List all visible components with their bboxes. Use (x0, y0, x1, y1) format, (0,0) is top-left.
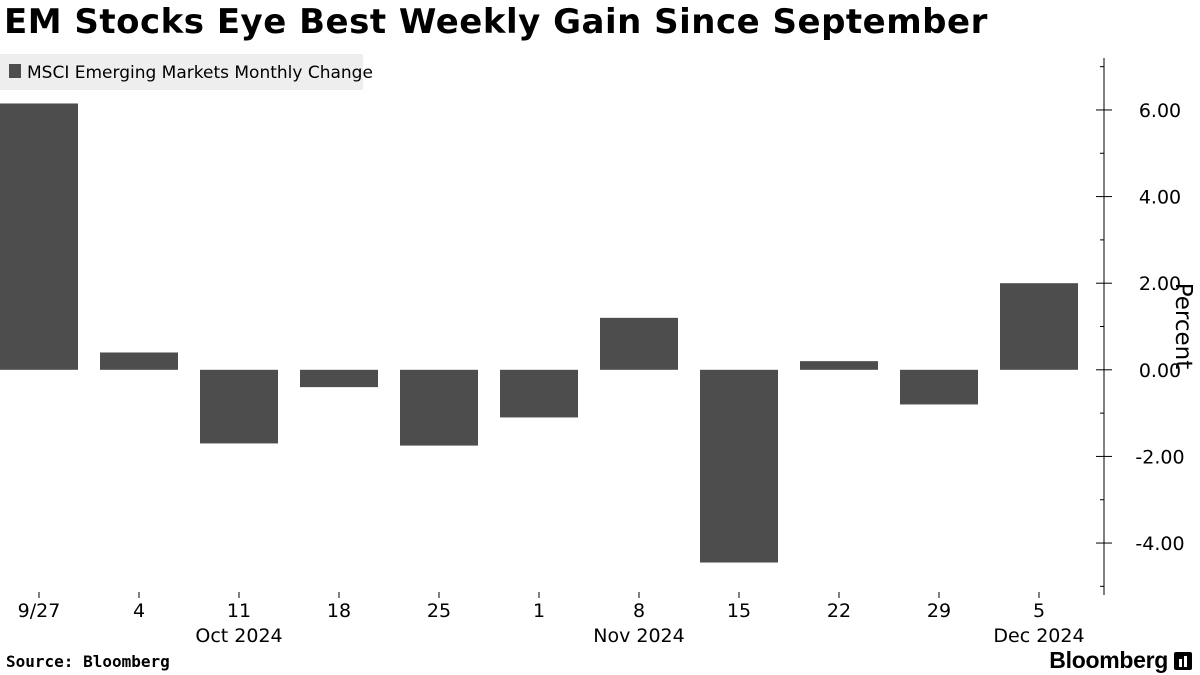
x-tick-label: 11 (227, 600, 251, 622)
bar-7 (700, 369, 778, 563)
bloomberg-terminal-icon (1174, 651, 1192, 670)
x-month-label: Dec 2024 (993, 625, 1084, 647)
bar-1 (100, 352, 178, 370)
legend-background (0, 54, 363, 90)
legend: MSCI Emerging Markets Monthly Change (0, 54, 373, 90)
y-tick-label: 2.00 (1139, 273, 1181, 295)
y-axis: 6.00 4.00 2.00 0.00 -2.00 -4.00 (1096, 58, 1185, 595)
source-note: Source: Bloomberg (6, 652, 170, 671)
bars (0, 103, 1078, 563)
y-tick-label: 6.00 (1139, 100, 1181, 122)
chart-title: EM Stocks Eye Best Weekly Gain Since Sep… (4, 2, 988, 42)
y-tick-label: -2.00 (1135, 446, 1184, 468)
y-tick-label: -4.00 (1135, 533, 1184, 555)
bar-0 (0, 103, 78, 370)
y-tick-label: 0.00 (1139, 360, 1181, 382)
y-axis-label: Percent (1170, 283, 1196, 370)
legend-swatch (9, 64, 21, 78)
bar-2 (200, 369, 278, 444)
x-tick-label: 25 (427, 600, 451, 622)
x-tick-label: 1 (533, 600, 545, 622)
bar-10 (1000, 283, 1078, 370)
x-tick-label: 5 (1033, 600, 1045, 622)
x-tick-label: 22 (827, 600, 851, 622)
bar-9 (900, 369, 978, 405)
x-tick-label: 15 (727, 600, 751, 622)
legend-label: MSCI Emerging Markets Monthly Change (27, 63, 373, 83)
x-tick-label: 29 (927, 600, 951, 622)
x-tick-label: 9/27 (18, 600, 61, 622)
bar-6 (600, 317, 678, 370)
x-tick-label: 18 (327, 600, 351, 622)
bloomberg-logo: Bloomberg (1049, 647, 1192, 674)
bar-3 (300, 369, 378, 388)
x-tick-label: 8 (633, 600, 645, 622)
bar-5 (500, 369, 578, 418)
bar-8 (800, 361, 878, 370)
y-tick-label: 4.00 (1139, 187, 1181, 209)
x-tick-label: 4 (133, 600, 145, 622)
x-month-label: Oct 2024 (195, 625, 282, 647)
x-month-label: Nov 2024 (593, 625, 684, 647)
brand-label: Bloomberg (1049, 647, 1168, 673)
bar-4 (400, 369, 478, 446)
